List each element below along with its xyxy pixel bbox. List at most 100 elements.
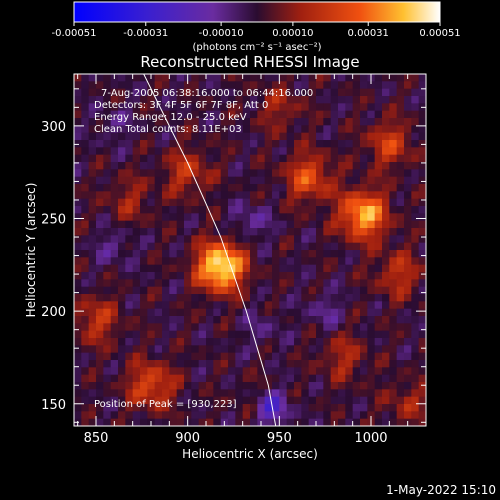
heatmap-cell [176,184,185,192]
heatmap-cell [316,250,324,258]
heatmap-cell [389,301,398,310]
colorbar-tick-label: 0.00031 [348,28,389,39]
heatmap-cell [294,140,302,148]
heatmap-cell [257,411,266,420]
heatmap-cell [330,81,339,90]
heatmap-cell [191,81,200,90]
heatmap-cell [323,345,332,354]
heatmap-cell [228,132,236,141]
heatmap-cell [213,308,222,317]
heatmap-cell [96,323,104,332]
heatmap-cell [96,213,104,222]
heatmap-cell [286,191,295,200]
heatmap-cell [294,301,302,310]
heatmap-cell [411,301,420,310]
heatmap-cell [154,228,163,236]
heatmap-cell [235,338,244,346]
heatmap-cell [367,367,376,376]
heatmap-cell [316,418,324,426]
heatmap-cell [301,213,310,222]
heatmap-cell [206,286,214,295]
heatmap-cell [272,272,280,280]
heatmap-cell [323,74,332,82]
heatmap-cell [360,228,368,236]
heatmap-cell [220,96,229,104]
heatmap-cell [301,125,310,134]
heatmap-cell [169,191,178,200]
heatmap-cell [374,374,383,383]
heatmap-cell [411,184,420,192]
heatmap-cell [374,176,383,185]
heatmap-cell [257,235,266,244]
heatmap-cell [213,404,222,412]
heatmap-cell [242,213,251,222]
heatmap-cell [140,228,148,236]
heatmap-cell [88,250,97,258]
heatmap-cell [404,110,412,119]
heatmap-cell [206,206,214,214]
heatmap-cell [162,279,170,288]
heatmap-cell [169,213,178,222]
heatmap-cell [125,81,134,90]
heatmap-cell [213,279,222,288]
heatmap-cell [154,272,163,280]
heatmap-cell [147,228,156,236]
heatmap-cell [132,110,141,119]
heatmap-cell [220,235,229,244]
heatmap-cell [257,176,266,185]
heatmap-cell [352,103,361,112]
heatmap-cell [96,272,104,280]
heatmap-cell [125,176,134,185]
heatmap-cell [323,286,332,295]
heatmap-cell [96,367,104,376]
heatmap-cell [110,264,119,273]
heatmap-cell [316,235,324,244]
heatmap-cell [308,323,317,332]
heatmap-cell [96,389,104,398]
heatmap-cell [316,140,324,148]
heatmap-cell [308,206,317,214]
heatmap-cell [88,191,97,200]
heatmap-cell [308,396,317,405]
heatmap-cell [308,308,317,317]
heatmap-cell [301,396,310,405]
heatmap-cell [176,125,185,134]
heatmap-cell [279,96,288,104]
heatmap-cell [147,147,156,156]
heatmap-cell [162,396,170,405]
heatmap-cell [74,206,82,214]
heatmap-cell [184,367,192,376]
heatmap-cell [74,294,82,302]
heatmap-cell [352,360,361,368]
heatmap-cell [396,272,405,280]
heatmap-cell [294,389,302,398]
heatmap-cell [404,191,412,200]
heatmap-cell [220,404,229,412]
heatmap-cell [213,184,222,192]
heatmap-cell [213,389,222,398]
heatmap-cell [396,198,405,207]
heatmap-cell [367,198,376,207]
heatmap-cell [147,162,156,170]
heatmap-cell [191,191,200,200]
heatmap-cell [110,316,119,324]
heatmap-cell [169,81,178,90]
heatmap-cell [103,118,112,126]
heatmap-cell [162,132,170,141]
heatmap-cell [250,228,258,236]
heatmap-cell [140,316,148,324]
heatmap-cell [191,404,200,412]
heatmap-cell [389,396,398,405]
heatmap-cell [338,360,346,368]
heatmap-cell [338,316,346,324]
heatmap-cell [396,96,405,104]
heatmap-cell [96,330,104,339]
heatmap-cell [74,411,82,420]
heatmap-cell [272,345,280,354]
heatmap-cell [96,118,104,126]
heatmap-cell [301,132,310,141]
heatmap-cell [191,74,200,82]
heatmap-cell [360,184,368,192]
heatmap-cell [213,220,222,229]
heatmap-cell [338,396,346,405]
